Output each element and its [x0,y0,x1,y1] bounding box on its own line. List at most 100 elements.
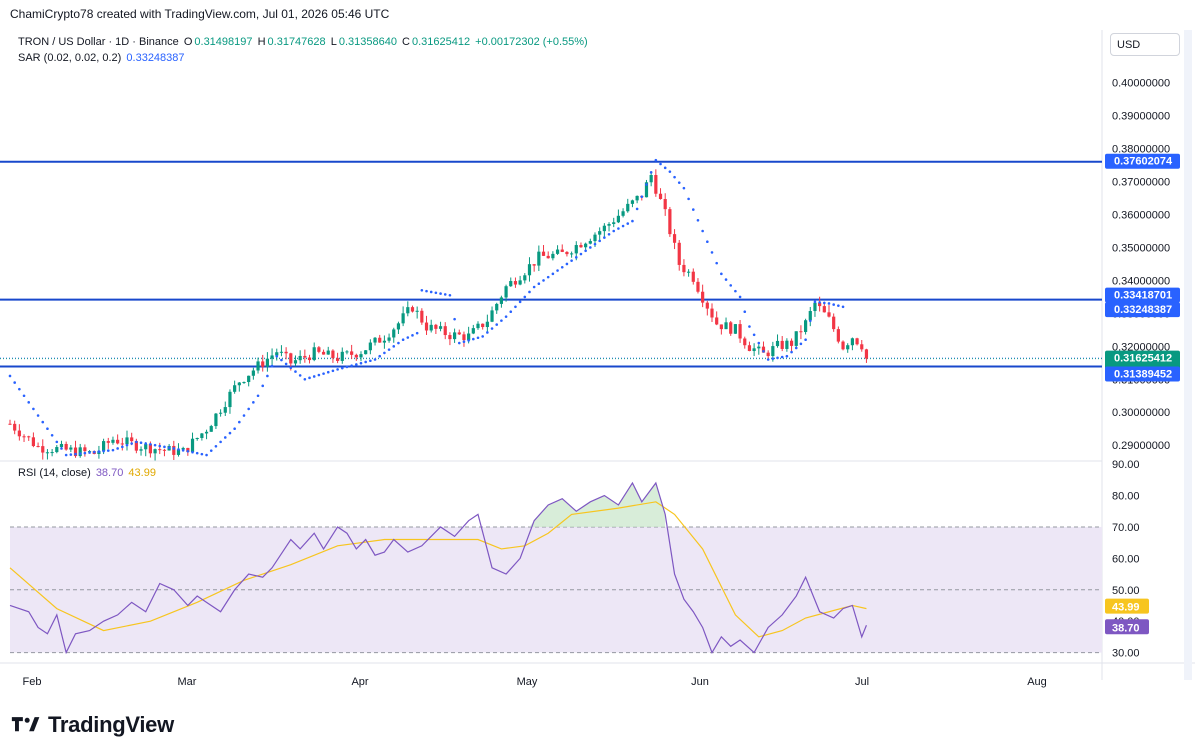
sar-dot [542,279,545,282]
candle-body [293,360,298,364]
price-tag-label: 0.37602074 [1114,156,1173,168]
candle-body [729,322,733,334]
candle-body [415,310,419,312]
candle-body [64,443,68,450]
sar-dot [116,447,119,450]
candle-body [36,446,40,448]
candle-body [73,447,78,457]
sar-dot [214,444,218,448]
sar-dot [359,361,363,365]
candle-body [504,286,508,298]
price-tick-label: 0.40000000 [1112,78,1170,90]
candle-body [354,354,358,358]
sar-dot [827,302,831,305]
sar-dot [715,261,718,265]
sar-dot [78,452,82,455]
sar-dot [453,317,456,321]
candle-body [242,382,246,384]
rsi-ma-line [9,501,867,638]
sar-dot [771,357,775,360]
sar-dot [654,158,658,162]
candle-body [22,436,26,438]
candle-body [251,370,255,376]
sar-dot [64,453,68,457]
candle-body [392,329,396,338]
candle-body [378,337,382,343]
sar-dot [537,282,541,286]
candle-body [789,340,794,346]
candle-body [453,332,457,340]
sar-dot [448,293,452,297]
sar-dot [135,440,138,444]
sar-dot [626,222,630,225]
candle-body [265,358,269,367]
sar-dot [238,420,241,424]
candle-body [457,332,461,335]
sar-dot [593,242,597,246]
sar-dot [266,374,269,378]
sar-dot [125,443,129,447]
sar-dot [696,218,700,222]
candle-body [195,437,199,439]
symbol-title[interactable]: TRON / US Dollar · 1D · Binance [18,36,179,48]
sar-dot [556,269,559,272]
candle-body [490,310,494,322]
sar-dot [710,251,714,254]
candle-body [120,443,124,445]
candle-body [804,320,808,332]
sar-dot [223,436,227,439]
sar-dot [106,449,110,452]
candle-body [850,338,854,346]
sar-dot [752,333,756,337]
sar-label[interactable]: SAR (0.02, 0.02, 0.2) [18,52,122,64]
tradingview-brand[interactable]: TradingView [10,712,174,738]
sar-dot [490,327,494,330]
candle-body [130,437,134,442]
sar-dot [387,348,391,351]
candle-body [13,423,17,431]
candle-body [144,444,148,450]
time-axis-label: Feb [23,676,42,688]
price-tick-label: 0.36000000 [1112,210,1170,222]
sar-dot [579,252,583,256]
sar-dot [46,427,49,430]
sar-dot [331,369,335,373]
chart-canvas[interactable]: 0.290000000.300000000.310000000.32000000… [0,0,1195,700]
rsi-label[interactable]: RSI (14, close) [18,467,91,479]
sar-dot [8,374,12,378]
sar-dot [406,336,410,339]
currency-button[interactable]: USD [1110,33,1180,56]
sar-dot [209,449,213,452]
price-tick-label: 0.34000000 [1112,275,1170,287]
candle-body [396,323,401,330]
open-value: 0.31498197 [194,36,253,48]
candle-body [780,340,784,349]
brand-name: TradingView [48,712,174,737]
sar-dot [252,401,255,404]
sar-dot [284,362,288,366]
rsi-tick-label: 60.00 [1112,553,1140,565]
candle-body [8,423,12,425]
sar-dot [163,445,166,449]
time-axis-label: Mar [178,676,197,688]
candle-body [373,337,377,343]
candle-body [424,322,429,331]
candle-body [270,355,274,359]
sar-dot [139,441,143,445]
candle-body [644,182,649,198]
time-axis-label: Apr [351,676,368,688]
candle-body [616,215,620,223]
candle-body [448,335,452,340]
candle-body [50,452,54,454]
candle-body [284,351,288,354]
candle-body [546,255,550,259]
candle-body [247,375,251,383]
candle-body [237,382,241,386]
rsi-ma-value: 43.99 [128,467,156,479]
sar-dot [443,293,447,296]
candle-body [602,225,606,232]
candle-body [102,441,106,451]
sar-dot [22,394,26,398]
candle-body [200,433,204,438]
candle-body [214,413,218,427]
